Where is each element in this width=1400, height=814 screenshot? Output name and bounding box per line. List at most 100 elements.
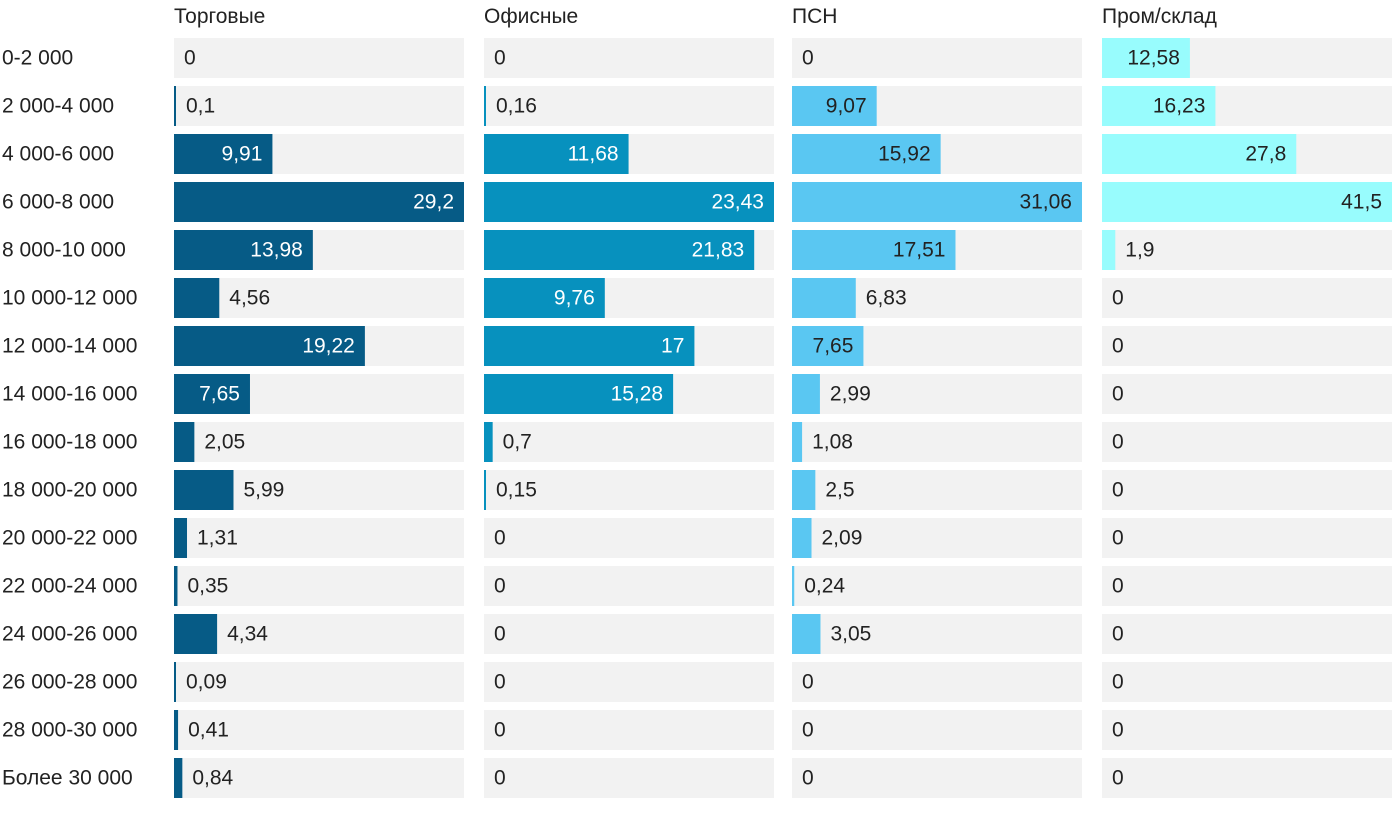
category-label: 10 000-12 000 [2, 287, 137, 310]
value-label: 0 [802, 719, 814, 742]
value-label: 15,92 [878, 143, 931, 166]
bar-track [792, 422, 1082, 462]
bar-track [174, 614, 464, 654]
value-label: 9,76 [554, 287, 595, 310]
bar-track [484, 710, 774, 750]
bar [792, 230, 956, 270]
bar-track [484, 422, 774, 462]
value-label: 17,51 [893, 239, 946, 262]
value-label: 27,8 [1245, 143, 1286, 166]
value-label: 0 [1112, 431, 1124, 454]
value-label: 16,23 [1153, 95, 1206, 118]
bar [174, 614, 218, 654]
bar-track [484, 566, 774, 606]
value-label: 7,65 [813, 335, 854, 358]
value-label: 23,43 [711, 191, 764, 214]
bar [484, 182, 774, 222]
bar-track [174, 86, 464, 126]
value-label: 0 [494, 623, 506, 646]
bar [1102, 134, 1297, 174]
category-label: 20 000-22 000 [2, 527, 137, 550]
value-label: 5,99 [243, 479, 284, 502]
panel-title: ПСН [792, 5, 837, 28]
value-label: 0 [1112, 335, 1124, 358]
category-label: Более 30 000 [2, 767, 133, 790]
value-label: 0,7 [503, 431, 532, 454]
value-label: 0 [1112, 527, 1124, 550]
bar [792, 182, 1082, 222]
value-label: 1,08 [812, 431, 853, 454]
category-label: 24 000-26 000 [2, 623, 137, 646]
value-label: 0 [1112, 623, 1124, 646]
value-label: 2,05 [204, 431, 245, 454]
bar-track [1102, 758, 1392, 798]
value-label: 6,83 [866, 287, 907, 310]
value-label: 0,15 [496, 479, 537, 502]
bar [484, 134, 629, 174]
value-label: 0 [184, 47, 196, 70]
bar-track [484, 614, 774, 654]
value-label: 0,16 [496, 95, 537, 118]
bar-track [174, 758, 464, 798]
bar [792, 326, 864, 366]
bar-track [1102, 278, 1392, 318]
value-label: 0,84 [192, 767, 233, 790]
bar-track [484, 758, 774, 798]
bar-track [792, 662, 1082, 702]
value-label: 21,83 [692, 239, 745, 262]
bar-track [174, 38, 464, 78]
bar [174, 710, 179, 750]
value-label: 19,22 [302, 335, 355, 358]
bar [174, 86, 176, 126]
value-label: 0 [494, 671, 506, 694]
value-label: 1,31 [197, 527, 238, 550]
category-label: 28 000-30 000 [2, 719, 137, 742]
value-label: 2,99 [830, 383, 871, 406]
bar [174, 230, 313, 270]
bar-track [792, 566, 1082, 606]
value-label: 0 [1112, 383, 1124, 406]
value-label: 0 [1112, 287, 1124, 310]
value-label: 1,9 [1125, 239, 1154, 262]
value-label: 0 [494, 767, 506, 790]
value-label: 0,41 [188, 719, 229, 742]
bar [174, 758, 183, 798]
bar-track [174, 662, 464, 702]
value-label: 7,65 [199, 383, 240, 406]
value-label: 13,98 [250, 239, 303, 262]
bar [484, 422, 493, 462]
value-label: 0,1 [186, 95, 215, 118]
panel-title: Торговые [174, 5, 265, 28]
value-label: 31,06 [1019, 191, 1072, 214]
bar [174, 374, 250, 414]
bar [174, 422, 195, 462]
value-label: 0,35 [187, 575, 228, 598]
bar-track [174, 566, 464, 606]
value-label: 9,91 [222, 143, 263, 166]
value-label: 11,68 [568, 143, 619, 166]
bar-track [1102, 614, 1392, 654]
bar [792, 374, 820, 414]
value-label: 0 [802, 767, 814, 790]
bar-track [792, 374, 1082, 414]
bar-track [792, 758, 1082, 798]
value-label: 0 [494, 527, 506, 550]
value-label: 0,09 [186, 671, 227, 694]
value-label: 0 [1112, 767, 1124, 790]
category-label: 4 000-6 000 [2, 143, 114, 166]
bar [484, 230, 755, 270]
value-label: 3,05 [830, 623, 871, 646]
category-label: 0-2 000 [2, 47, 73, 70]
bar [1102, 38, 1190, 78]
value-label: 0 [1112, 719, 1124, 742]
category-label: 8 000-10 000 [2, 239, 126, 262]
panel-title: Пром/склад [1102, 5, 1217, 28]
value-label: 0,24 [804, 575, 845, 598]
bar [1102, 182, 1392, 222]
bar-track [1102, 566, 1392, 606]
bar [484, 326, 695, 366]
bar-track [792, 38, 1082, 78]
value-label: 2,09 [822, 527, 863, 550]
bar [792, 134, 941, 174]
bar [1102, 230, 1116, 270]
